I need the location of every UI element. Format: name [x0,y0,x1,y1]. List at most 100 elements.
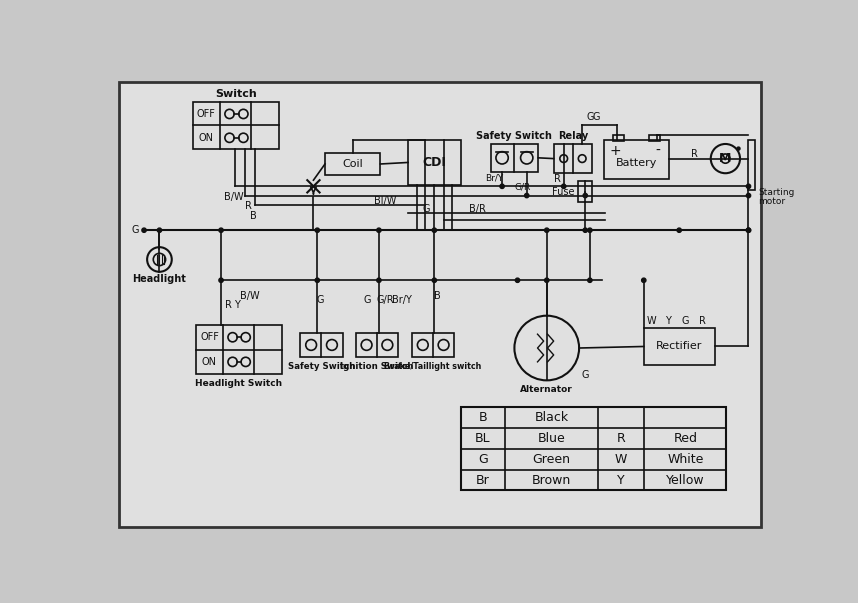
Text: R: R [554,174,561,185]
Circle shape [377,278,381,282]
Text: M: M [719,152,732,165]
Text: Red: Red [674,432,698,445]
Circle shape [642,278,646,282]
Text: Fuse: Fuse [552,187,575,197]
Text: B/W: B/W [224,192,243,202]
Text: W: W [614,453,627,466]
Text: G: G [592,112,600,122]
Bar [356,333,398,357]
Text: Y: Y [666,316,671,326]
Circle shape [677,228,681,232]
Bar [747,140,755,190]
Text: Yellow: Yellow [666,473,704,487]
Bar [412,333,455,357]
Bar [461,407,726,490]
Text: Blue: Blue [537,432,565,445]
Circle shape [561,184,565,189]
Circle shape [524,194,529,198]
Text: Black: Black [535,411,569,424]
Text: R: R [225,300,232,310]
Text: Y: Y [617,473,625,487]
Text: Br: Br [476,473,490,487]
Bar [650,134,660,141]
Circle shape [746,228,751,232]
Text: Safety Switch: Safety Switch [287,362,354,371]
Bar [578,181,592,203]
Text: G: G [478,453,487,466]
Text: R: R [699,316,706,326]
Circle shape [432,278,437,282]
Bar [408,140,461,185]
Text: Switch: Switch [214,89,257,99]
Text: Ignition Switch: Ignition Switch [340,362,414,371]
Text: G: G [586,112,594,122]
Text: Safety Switch: Safety Switch [476,131,553,141]
Text: BL: BL [475,432,491,445]
Circle shape [142,228,146,232]
Text: R: R [692,149,698,159]
Circle shape [583,228,588,232]
Bar [192,102,279,150]
Bar [300,333,342,357]
Text: Green: Green [532,453,571,466]
Circle shape [583,194,588,198]
Text: B: B [250,210,257,221]
Bar [196,325,282,374]
Text: Brown: Brown [532,473,571,487]
Text: Y: Y [234,300,240,310]
Circle shape [746,228,751,232]
Text: B: B [479,411,487,424]
Bar [491,144,538,172]
Text: OFF: OFF [200,332,219,343]
Text: Rectifier: Rectifier [656,341,703,352]
Text: B: B [434,291,441,301]
Circle shape [588,228,592,232]
Text: -: - [656,144,660,158]
Text: G: G [423,204,431,215]
Bar [613,134,624,141]
Circle shape [588,278,592,282]
Text: OFF: OFF [197,109,216,119]
Text: White: White [668,453,704,466]
Text: R: R [245,201,251,211]
Text: Starting: Starting [758,188,795,197]
Text: Brake/Taillight switch: Brake/Taillight switch [384,362,481,371]
Circle shape [219,278,223,282]
Circle shape [432,228,437,232]
Circle shape [545,278,549,282]
Circle shape [500,184,505,189]
Text: G: G [582,370,589,380]
Text: G: G [131,225,139,235]
Bar [553,144,592,173]
Circle shape [377,228,381,232]
Text: Headlight Switch: Headlight Switch [195,379,282,388]
Text: Relay: Relay [558,131,588,141]
Text: R: R [616,432,625,445]
Circle shape [516,278,520,282]
Bar [325,153,380,175]
Text: W: W [647,316,656,326]
Circle shape [315,228,319,232]
Text: Battery: Battery [615,158,656,168]
Text: Br/Y: Br/Y [486,173,504,182]
Bar [604,140,669,178]
Text: ON: ON [199,133,214,143]
Text: Coil: Coil [342,159,363,169]
Text: B/R: B/R [469,204,486,215]
Circle shape [157,228,161,232]
Text: ON: ON [202,357,217,367]
Circle shape [219,228,223,232]
Text: G: G [681,316,689,326]
Text: G: G [364,294,372,305]
Text: B/W: B/W [239,291,259,301]
Text: CDI: CDI [422,156,446,169]
Text: G: G [317,294,324,305]
Text: motor: motor [758,197,786,206]
Text: Br/Y: Br/Y [392,294,412,305]
Text: Bl/W: Bl/W [374,196,396,206]
Bar [644,328,715,365]
Circle shape [746,184,751,189]
Circle shape [545,228,549,232]
Text: G/R: G/R [377,294,394,305]
Circle shape [737,147,740,150]
